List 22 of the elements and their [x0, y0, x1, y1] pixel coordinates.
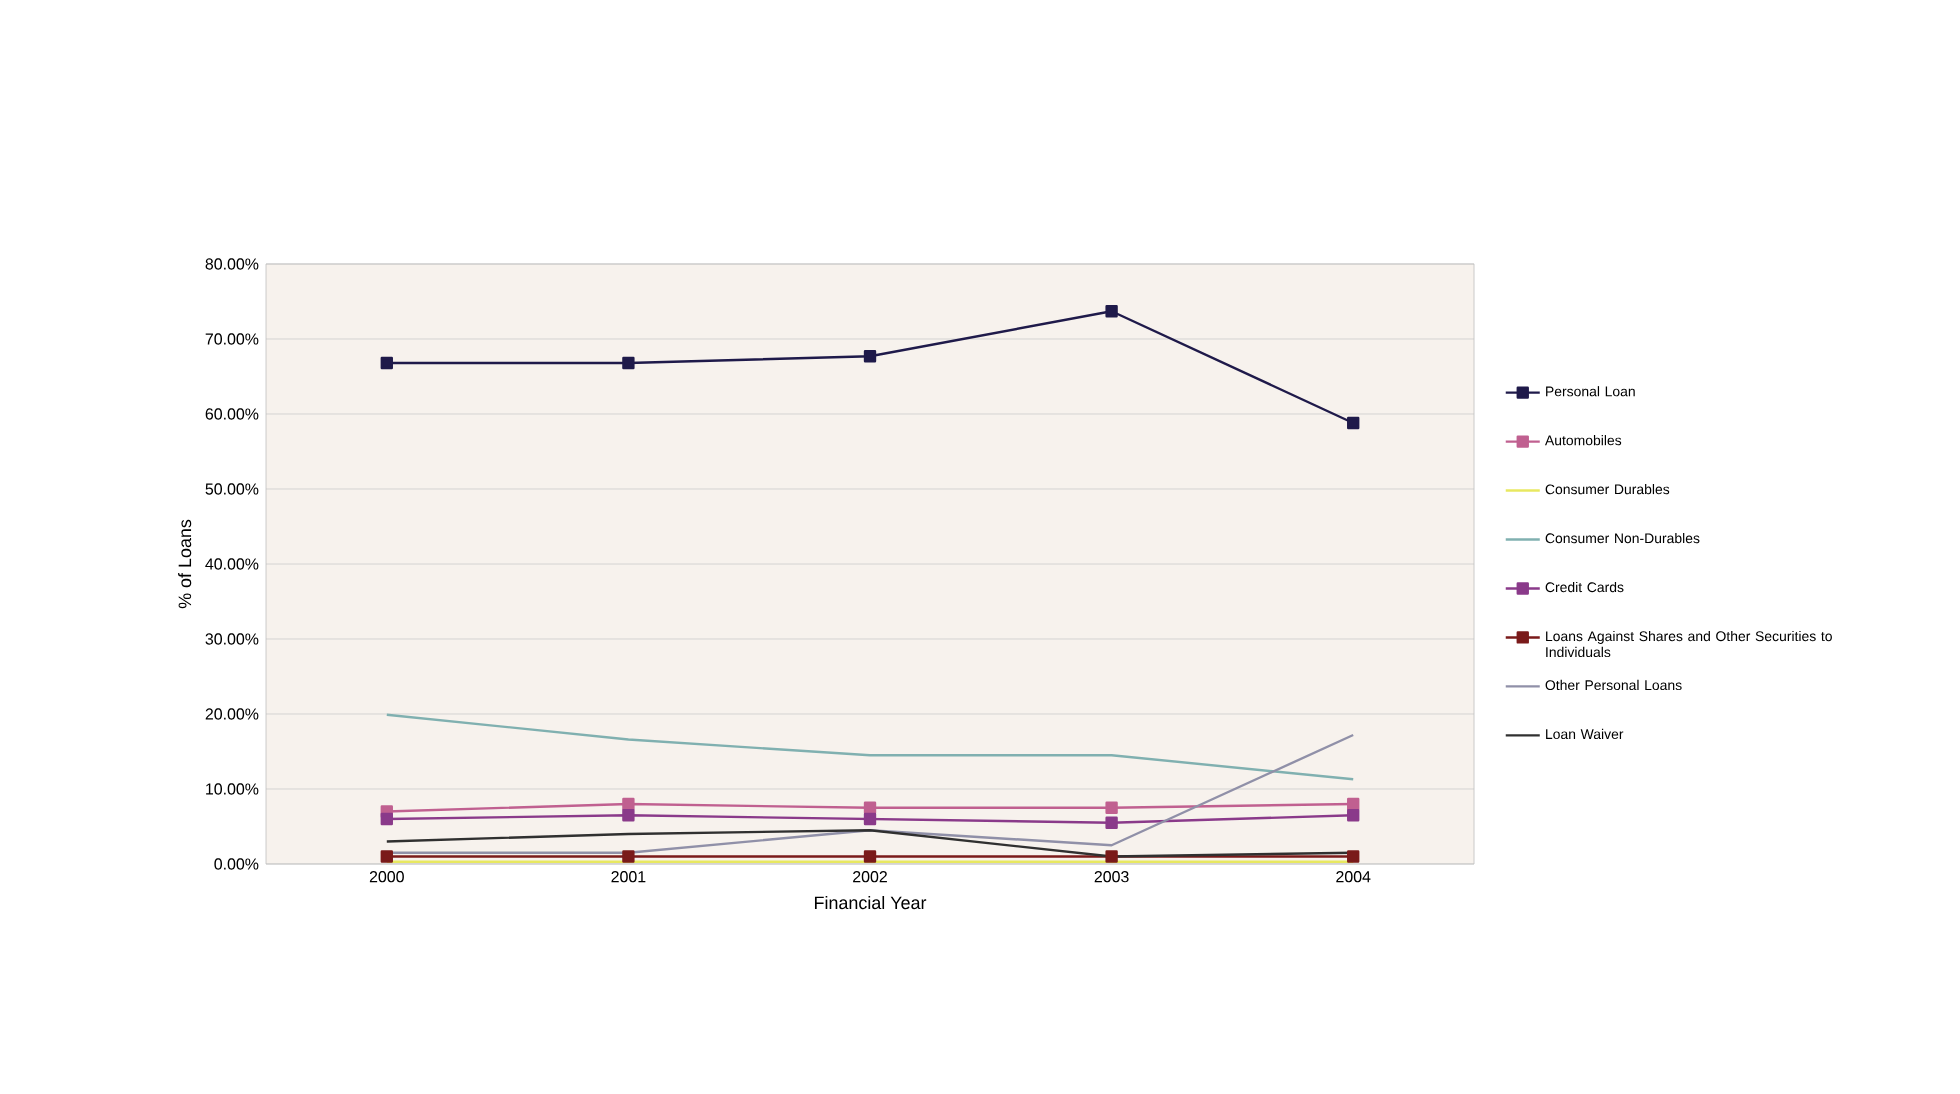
point: [1105, 801, 1118, 814]
point: [622, 356, 635, 370]
point: [1347, 797, 1360, 811]
y-axis-title: % of Loans: [178, 519, 192, 609]
point: [863, 850, 877, 863]
line-series: [385, 713, 1355, 781]
point: [622, 809, 635, 822]
point: [863, 801, 877, 814]
point: [622, 797, 635, 811]
point: [622, 850, 635, 863]
point: [1105, 305, 1118, 318]
point: [1105, 816, 1118, 829]
point: [1347, 416, 1360, 430]
point: [1105, 850, 1118, 863]
point: [380, 812, 393, 826]
point: [380, 356, 393, 370]
x-axis-title: Financial Year: [814, 896, 927, 910]
point: [1347, 850, 1360, 863]
point: [380, 850, 393, 863]
point: [1347, 809, 1360, 822]
point: [863, 812, 877, 826]
point: [863, 350, 877, 363]
